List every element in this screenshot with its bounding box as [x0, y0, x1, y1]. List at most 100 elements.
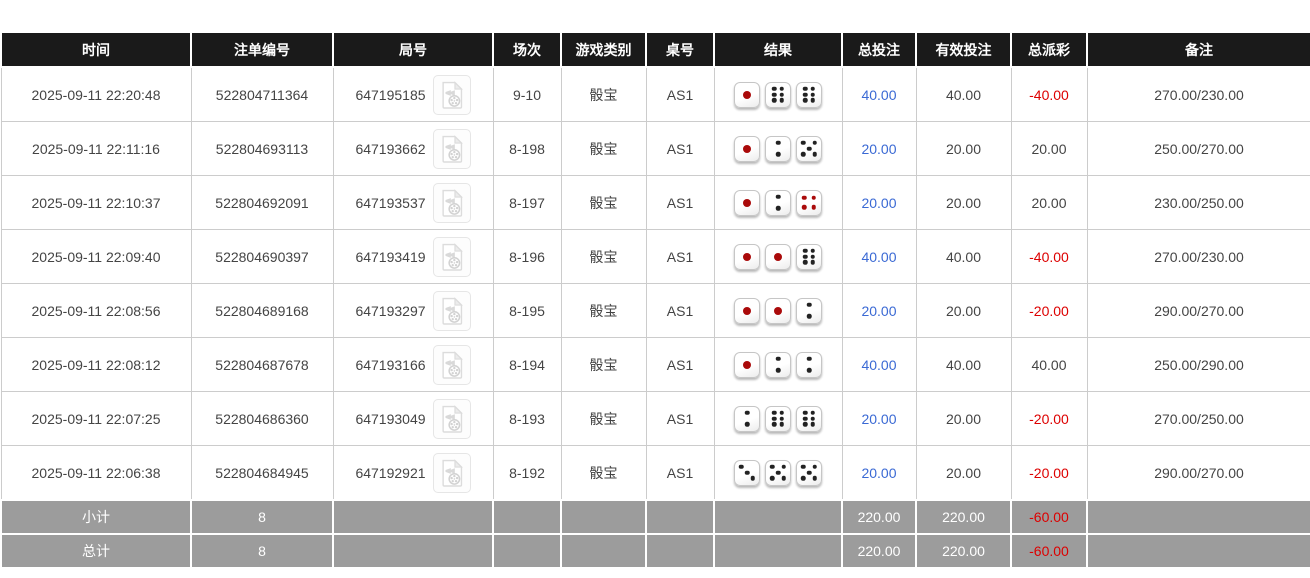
result-cell [713, 121, 843, 176]
valid-bet-cell-text: 40.00 [945, 248, 982, 265]
table-row: 2025-09-11 22:08:12 522804687678 647193166… [0, 337, 1310, 392]
time-cell-text: 2025-09-11 22:10:37 [31, 194, 161, 211]
video-replay-button[interactable] [432, 452, 471, 493]
bet-id-cell: 522804684945 [190, 445, 334, 501]
video-replay-button[interactable] [432, 236, 471, 277]
time-cell-text: 2025-09-11 22:09:40 [31, 248, 161, 265]
game-type-cell-text: 骰宝 [589, 302, 618, 319]
table-no-cell: AS1 [645, 391, 715, 446]
video-replay-button[interactable] [432, 128, 471, 169]
die-pip [806, 367, 812, 373]
die-pip [801, 475, 806, 481]
time-cell-text: 2025-09-11 22:11:16 [32, 140, 160, 157]
die-pip [802, 92, 808, 97]
dice-result [719, 81, 838, 108]
video-replay-button[interactable] [432, 182, 471, 223]
total-bet-cell-text: 20.00 [861, 194, 897, 211]
dice-result [719, 243, 838, 270]
die-pip [775, 470, 781, 475]
session-cell-text: 8-197 [509, 194, 545, 211]
time-cell: 2025-09-11 22:08:12 [0, 337, 192, 392]
total-payout-cell: -60.00 [1010, 533, 1088, 569]
video-replay-button[interactable] [432, 398, 471, 439]
session-cell-text: 8-195 [509, 302, 545, 319]
total-count-cell-text: 8 [258, 543, 266, 559]
total-payout-cell-text: -60.00 [1029, 543, 1069, 559]
table-row: 2025-09-11 22:07:25 522804686360 647193049… [0, 391, 1310, 446]
bet-records-table: 时间 注单编号 局号 场次 游戏类别 桌号 结果 总投注 有效投注 总派彩 备注… [0, 31, 1310, 569]
die-pip [779, 416, 785, 421]
die-pip [802, 86, 808, 91]
total-bet-cell-text: 40.00 [861, 356, 897, 373]
total-valid-bet-cell: 220.00 [915, 533, 1012, 569]
die-1-icon [734, 81, 760, 108]
session-cell: 9-10 [492, 66, 562, 122]
die-pip [744, 410, 750, 416]
die-pip [779, 92, 785, 97]
bet-id-cell-text: 522804690397 [215, 248, 309, 265]
die-pip [781, 475, 786, 481]
time-cell: 2025-09-11 22:20:48 [0, 66, 192, 122]
round-id-wrap: 647193297 [338, 290, 489, 331]
remark-cell-text: 270.00/230.00 [1154, 248, 1244, 265]
payout-cell: 40.00 [1010, 337, 1088, 392]
game-type-cell: 骰宝 [560, 121, 647, 176]
round-id-wrap: 647195185 [338, 74, 489, 115]
subtotal-payout-cell: -60.00 [1010, 499, 1088, 535]
session-cell-text: 8-193 [509, 410, 545, 427]
die-pip [801, 195, 807, 200]
game-type-cell-text: 骰宝 [589, 86, 618, 103]
subtotal-game-type-cell [560, 499, 647, 535]
table-no-cell-text: AS1 [666, 410, 694, 427]
total-bet-cell-text: 20.00 [861, 464, 897, 481]
die-pip [801, 151, 806, 157]
die-pip [812, 464, 817, 470]
video-file-icon [441, 296, 463, 325]
payout-cell: -20.00 [1010, 445, 1088, 501]
subtotal-remark-cell [1086, 499, 1310, 535]
die-pip [811, 195, 817, 200]
total-label-cell: 总计 [0, 533, 192, 569]
video-replay-button[interactable] [432, 344, 471, 385]
die-pip [802, 254, 808, 259]
die-pip [775, 205, 781, 211]
valid-bet-cell-text: 20.00 [945, 194, 982, 211]
video-replay-button[interactable] [432, 290, 471, 331]
round-id-cell: 647195185 [332, 66, 494, 122]
payout-cell-text: 40.00 [1031, 356, 1067, 373]
total-bet-cell-text: 40.00 [861, 248, 897, 265]
remark-cell: 250.00/270.00 [1086, 121, 1310, 176]
valid-bet-cell-text: 20.00 [945, 140, 982, 157]
result-cell [713, 175, 843, 230]
payout-cell-text: -40.00 [1029, 248, 1069, 265]
die-pip [771, 422, 777, 427]
valid-bet-cell-text: 20.00 [945, 464, 982, 481]
table-no-cell: AS1 [645, 175, 715, 230]
total-bet-cell: 20.00 [841, 391, 917, 446]
time-cell-text: 2025-09-11 22:06:38 [31, 464, 161, 481]
die-6-icon [796, 243, 822, 270]
header-row: 时间 注单编号 局号 场次 游戏类别 桌号 结果 总投注 有效投注 总派彩 备注 [0, 31, 1310, 68]
table-row: 2025-09-11 22:08:56 522804689168 647193297… [0, 283, 1310, 338]
video-replay-button[interactable] [432, 74, 471, 115]
remark-cell-text: 230.00/250.00 [1154, 194, 1244, 211]
subtotal-valid-bet-cell-text: 220.00 [942, 509, 985, 525]
round-id-text: 647192921 [355, 464, 426, 481]
valid-bet-cell: 40.00 [915, 66, 1012, 122]
session-cell-text: 9-10 [512, 86, 542, 103]
game-type-cell-text: 骰宝 [589, 356, 618, 373]
die-6-icon [796, 81, 822, 108]
time-cell: 2025-09-11 22:07:25 [0, 391, 192, 446]
game-type-cell-text: 骰宝 [589, 194, 618, 211]
table-row: 2025-09-11 22:10:37 522804692091 647193537… [0, 175, 1310, 230]
total-bet-cell: 20.00 [841, 283, 917, 338]
subtotal-label-cell-text: 小计 [82, 509, 110, 525]
bet-id-cell-text: 522804684945 [215, 464, 309, 481]
column-header-table-no: 桌号 [645, 31, 715, 68]
total-bet-cell: 20.00 [841, 121, 917, 176]
remark-cell: 250.00/290.00 [1086, 337, 1310, 392]
die-1-icon [734, 135, 760, 162]
bet-id-cell-text: 522804686360 [215, 410, 309, 427]
video-file-icon [441, 242, 463, 271]
total-table-no-cell [645, 533, 715, 569]
